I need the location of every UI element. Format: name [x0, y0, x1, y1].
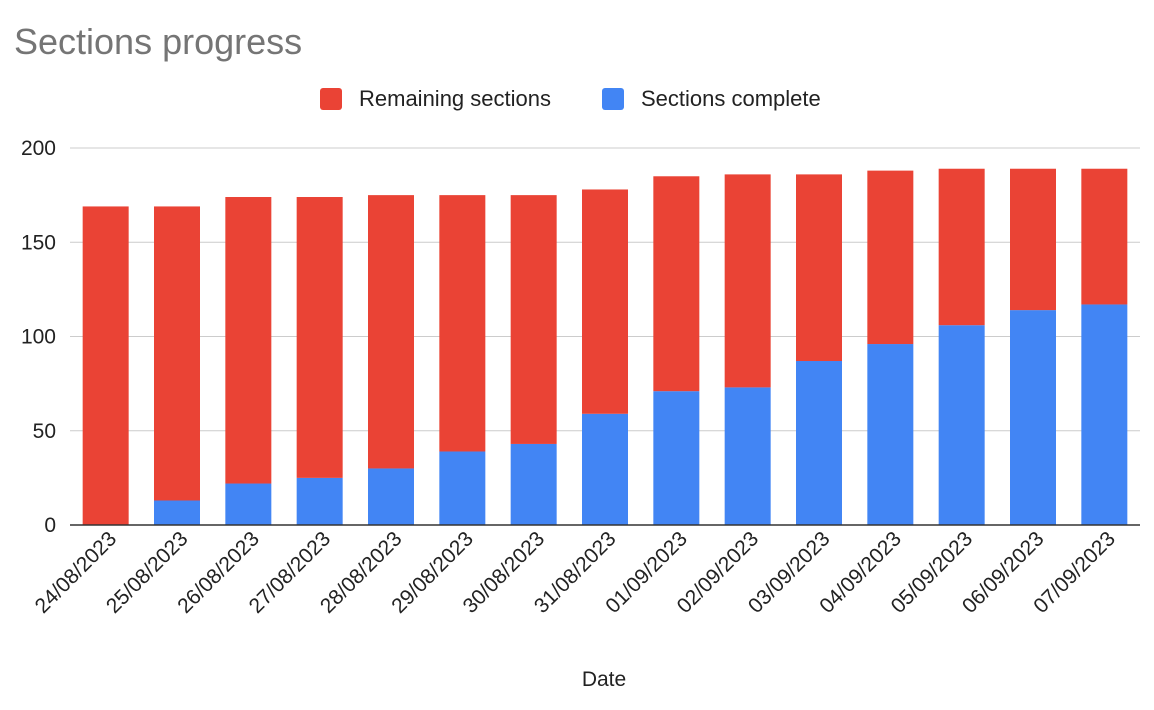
bar-remaining-sections [154, 206, 200, 501]
bar-remaining-sections [653, 176, 700, 392]
bar-sections-complete [225, 483, 272, 525]
bar-sections-complete [938, 325, 985, 525]
bar-remaining-sections [724, 174, 771, 388]
bar-sections-complete [368, 468, 414, 525]
bar-remaining-sections [867, 170, 914, 345]
y-axis-ticks: 0 50 100 150 200 [21, 137, 56, 537]
legend-swatch [320, 88, 342, 110]
bar-remaining-sections [439, 195, 486, 452]
x-axis-title: Date [582, 668, 626, 691]
bar-remaining-sections [296, 197, 343, 478]
bar-remaining-sections [582, 189, 628, 414]
bar-sections-complete [582, 413, 628, 525]
chart-title: Sections progress [14, 21, 302, 62]
legend-label: Remaining sections [359, 86, 551, 111]
legend-label: Sections complete [641, 86, 821, 111]
y-tick-label: 150 [21, 231, 56, 254]
bar-remaining-sections [82, 206, 129, 525]
bar-remaining-sections [1010, 168, 1056, 311]
bar-remaining-sections [225, 197, 272, 484]
bar-sections-complete [724, 387, 771, 525]
bar-sections-complete [154, 500, 200, 525]
bar-sections-complete [1081, 304, 1128, 525]
x-axis-ticks: 24/08/202325/08/202326/08/202327/08/2023… [31, 527, 1120, 618]
bar-remaining-sections [796, 174, 842, 362]
y-tick-label: 200 [21, 137, 56, 160]
bar-sections-complete [439, 451, 486, 525]
y-tick-label: 50 [33, 420, 56, 443]
bar-remaining-sections [510, 195, 557, 444]
bar-remaining-sections [938, 168, 985, 326]
bar-sections-complete [653, 391, 700, 525]
bar-sections-complete [510, 443, 557, 525]
bar-sections-complete [796, 361, 842, 525]
bar-remaining-sections [1081, 168, 1128, 305]
y-tick-label: 100 [21, 326, 56, 349]
bar-sections-complete [296, 477, 343, 525]
y-tick-label: 0 [44, 514, 56, 537]
legend-swatch [602, 88, 624, 110]
bars [82, 168, 1128, 525]
bar-sections-complete [1010, 310, 1056, 525]
bar-sections-complete [867, 344, 914, 525]
bar-remaining-sections [368, 195, 414, 469]
legend: Remaining sections Sections complete [320, 86, 821, 111]
